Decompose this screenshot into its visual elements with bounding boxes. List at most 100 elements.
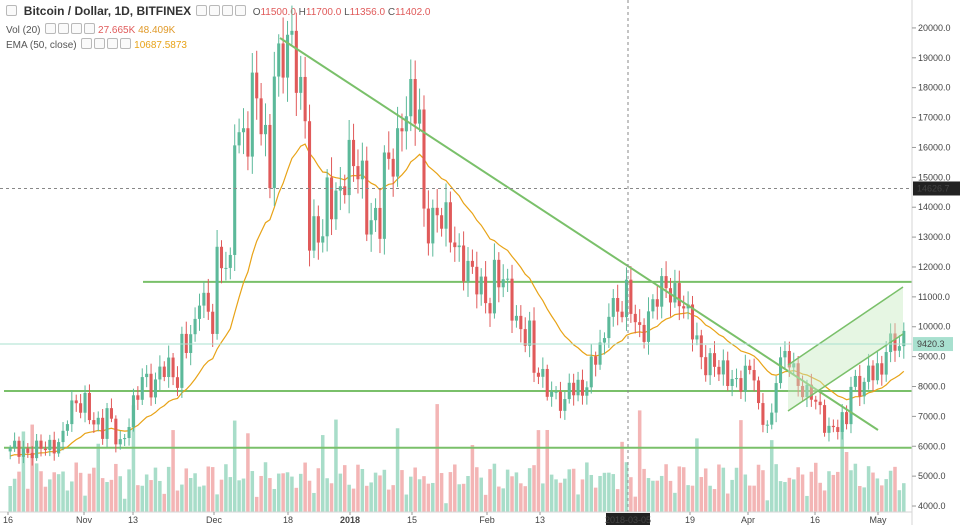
volume-bar: [712, 489, 717, 512]
collapse-toggle-icon[interactable]: [6, 5, 17, 16]
candle-body: [611, 298, 615, 317]
x-tick-label: 15: [407, 515, 417, 525]
candle-body: [316, 216, 320, 243]
volume-bar: [100, 478, 105, 512]
volume-bar: [541, 483, 545, 512]
volume-bar: [351, 488, 356, 512]
volume-bar: [884, 479, 888, 512]
candle: [153, 372, 158, 405]
candle: [624, 267, 629, 331]
candle: [382, 145, 386, 255]
candle: [761, 393, 765, 433]
volume-bar: [373, 472, 378, 512]
candle-body: [418, 109, 422, 124]
volume-bar: [360, 469, 365, 512]
volume-bar: [571, 468, 576, 512]
volume-bar: [122, 498, 127, 512]
candle: [598, 329, 602, 370]
y-tick-label: 10000.0: [918, 322, 951, 332]
candle: [48, 434, 52, 457]
candle: [682, 295, 686, 319]
volume-bar: [624, 462, 629, 512]
candle: [189, 325, 193, 366]
x-tick-label: 18: [283, 515, 293, 525]
crosshair-date-badge: [606, 513, 650, 525]
candle-body: [87, 392, 91, 421]
ema-eye-icon[interactable]: [81, 38, 93, 49]
candle-body: [572, 382, 576, 396]
candle-body: [884, 352, 888, 375]
candle-body: [602, 338, 607, 343]
volume-bar: [210, 467, 215, 512]
candle: [87, 384, 91, 425]
candle: [506, 268, 510, 292]
ema-close-icon[interactable]: [107, 38, 119, 49]
volume-bar: [426, 483, 431, 512]
candle-body: [752, 370, 756, 381]
candle: [206, 278, 210, 320]
candle-body: [114, 418, 118, 445]
candle-body: [26, 448, 30, 453]
candle: [96, 411, 100, 432]
eye-icon[interactable]: [195, 5, 207, 16]
candle: [241, 108, 246, 155]
candle-body: [871, 365, 875, 381]
candle-body: [197, 305, 202, 319]
candle: [827, 417, 831, 442]
volume-bar: [312, 492, 316, 512]
candle-body: [400, 128, 404, 132]
close-icon[interactable]: [221, 5, 233, 16]
volume-bar: [778, 481, 783, 512]
volume-bar: [431, 482, 435, 512]
settings-icon[interactable]: [208, 5, 220, 16]
x-tick-label: 19: [685, 515, 695, 525]
candle: [70, 390, 74, 432]
candle-body: [853, 375, 857, 387]
candle: [175, 366, 180, 397]
candle-body: [528, 320, 532, 346]
volume-bar: [184, 468, 189, 512]
volume-bar: [690, 485, 695, 512]
candle: [334, 182, 338, 230]
volume-bar: [809, 471, 814, 512]
ema-label: EMA (50, close): [6, 40, 77, 51]
candle: [867, 353, 871, 390]
x-tick-label: Dec: [206, 515, 223, 525]
candle-body: [475, 266, 479, 295]
volume-bar: [395, 428, 400, 512]
candle-body: [558, 391, 562, 411]
candle-body: [52, 439, 56, 454]
candle: [655, 284, 659, 320]
candle-body: [875, 363, 879, 381]
vol-settings-icon[interactable]: [58, 23, 70, 34]
low-value: 11356.0: [349, 7, 386, 18]
candle-body: [831, 425, 835, 428]
vol-eye-icon[interactable]: [45, 23, 57, 34]
candle: [607, 303, 611, 348]
volume-bar: [659, 475, 664, 512]
volume-bar: [479, 477, 483, 512]
volume-bar: [52, 472, 56, 512]
symbol-title: Bitcoin / Dollar, 1D, BITFINEX: [23, 4, 192, 18]
candle-body: [352, 139, 356, 167]
candle-body: [8, 447, 12, 452]
candle: [638, 309, 642, 338]
candle-body: [136, 395, 140, 400]
ema-settings-icon[interactable]: [94, 38, 106, 49]
ema-more-icon[interactable]: [120, 38, 132, 49]
volume-bar: [752, 485, 756, 512]
vol-close-icon[interactable]: [71, 23, 83, 34]
volume-bar: [34, 463, 39, 512]
candle-body: [488, 303, 492, 314]
volume-bar: [303, 462, 307, 512]
candle-body: [823, 405, 827, 433]
volume-bar: [796, 467, 800, 512]
vol-more-icon[interactable]: [84, 23, 96, 34]
y-tick-label: 17000.0: [918, 113, 951, 123]
more-icon[interactable]: [234, 5, 246, 16]
candle-body: [123, 438, 127, 440]
candle-body: [721, 360, 725, 375]
candle-body: [506, 278, 510, 280]
volume-bar: [166, 466, 171, 512]
